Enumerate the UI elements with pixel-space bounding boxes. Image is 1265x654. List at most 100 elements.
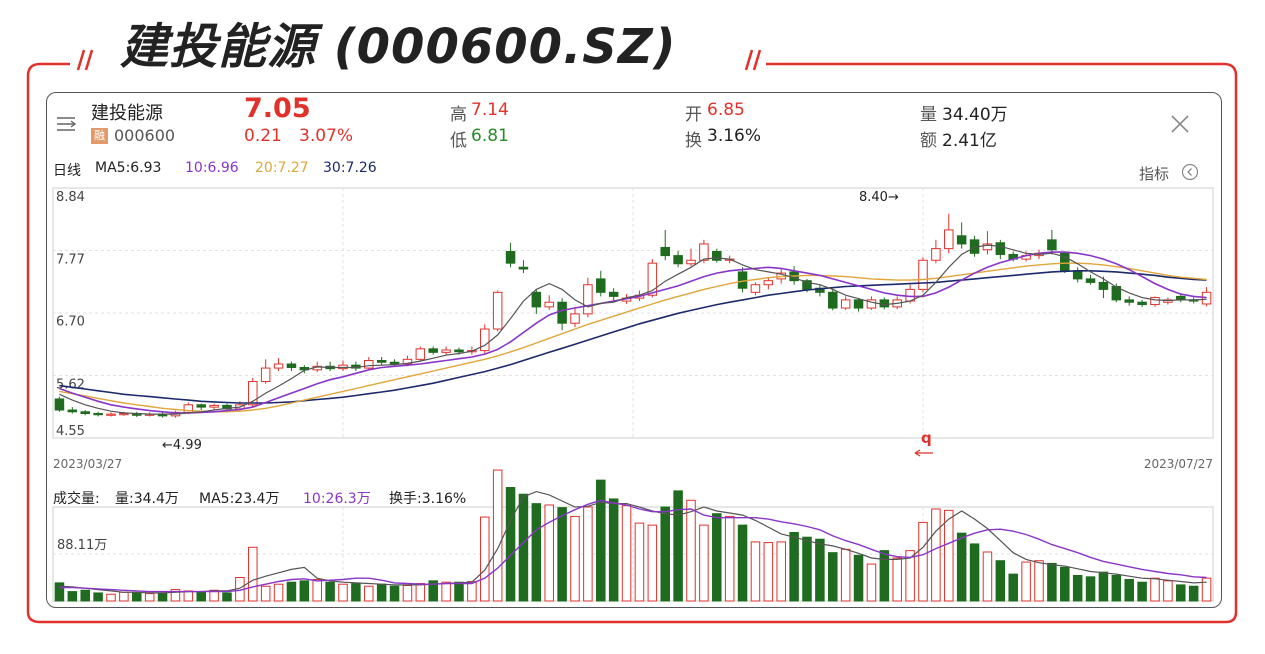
margin-badge: 融 [91, 128, 108, 144]
volume-bar [1034, 560, 1044, 602]
volume-bar [608, 498, 619, 602]
volume-bar [737, 524, 748, 602]
volume-bar [132, 592, 142, 602]
candle-body [931, 248, 941, 261]
volume-bar [144, 593, 155, 602]
stock-quote-card: 建投能源 融 000600 7.05 0.21 3.07% 高 7.14 低 6… [46, 92, 1222, 608]
volume-bar [699, 524, 709, 602]
x-start-date: 2023/03/27 [53, 457, 122, 471]
volume-bar [1124, 579, 1134, 602]
volume-bar [583, 506, 593, 602]
volume-bar [389, 585, 400, 602]
candle-body [196, 404, 206, 408]
volume-bar [982, 551, 993, 602]
volume-bar [724, 515, 735, 602]
x-end-date: 2023/07/27 [1144, 457, 1213, 471]
candle-body [93, 413, 103, 416]
ma30-line [59, 270, 1207, 404]
candle-body [995, 242, 1006, 255]
volume-bar [879, 550, 890, 602]
volume-bar [273, 583, 284, 602]
candle-body [531, 291, 542, 308]
volume-bar [492, 469, 503, 602]
ma10-readout: 10:6.96 [185, 160, 239, 176]
volume-bar [1163, 580, 1173, 602]
candle-body [209, 404, 219, 408]
candle-body [866, 299, 877, 309]
volume-bar [325, 581, 335, 602]
candle-body [80, 411, 90, 415]
candle-body [1098, 281, 1109, 290]
candle-body [1085, 278, 1096, 283]
candle-body [1150, 297, 1160, 306]
volume-bar [531, 503, 542, 602]
candle-body [570, 313, 580, 324]
open-label: 开 [685, 105, 702, 125]
candle-body [686, 259, 696, 265]
min-price-annotation: ←4.99 [162, 438, 202, 453]
ma5-line [59, 244, 1207, 415]
event-marker-arrow [914, 449, 933, 457]
candle-body [518, 266, 529, 270]
volume-bar [351, 583, 361, 602]
turnover-label: 换 [685, 131, 702, 151]
volume-title: 成交量: [53, 491, 100, 507]
turnover-value: 3.16% [707, 126, 762, 146]
volume-bar [67, 591, 78, 602]
frame-tick-left [76, 49, 94, 71]
candle-body [248, 380, 258, 406]
candle-body [608, 291, 619, 297]
volume-bar [557, 507, 567, 602]
candle-body [918, 259, 928, 290]
candle-body [1201, 291, 1212, 305]
candle-body [480, 328, 490, 352]
stock-name: 建投能源 [91, 103, 163, 124]
volume-bar [570, 515, 580, 602]
volume-bar [918, 521, 928, 602]
candle-body [364, 359, 374, 369]
volume-bar [944, 509, 954, 602]
indicator-button[interactable]: 指标 [1139, 165, 1170, 183]
candle-body [828, 291, 838, 309]
volume-bar [634, 522, 645, 602]
volume-bar [866, 563, 877, 602]
volume-bar [106, 593, 116, 602]
period-label[interactable]: 日线 [53, 163, 81, 179]
candle-body [376, 359, 387, 363]
volume-bar [660, 506, 670, 602]
price-change-pct: 3.07% [299, 126, 354, 146]
volume-bar [248, 546, 258, 602]
volume-bar [763, 542, 774, 602]
volume-readout: 量:34.4万 [115, 491, 179, 507]
last-price: 7.05 [244, 93, 311, 124]
volume-bar [647, 524, 658, 602]
volume-bar [1060, 566, 1070, 602]
volume-bar [428, 580, 438, 602]
volume-bar [789, 532, 799, 602]
volume-bar [1111, 574, 1122, 602]
volume-bar [299, 580, 310, 602]
volume-bar [931, 508, 941, 602]
volume-bar [505, 487, 516, 602]
volume-bar [712, 513, 722, 602]
candle-body [106, 413, 116, 416]
menu-lines-icon[interactable] [55, 115, 79, 133]
candle-body [853, 299, 864, 309]
candle-body [454, 349, 464, 353]
volume-turnover-readout: 换手:3.16% [389, 491, 467, 507]
candle-body [596, 278, 606, 293]
volume-bar [93, 592, 103, 602]
candlestick-volume-chart: 8.84 7.77 6.70 5.62 4.55 8.40→ ←4.99 q 2023/03/2… [52, 187, 1214, 602]
candle-body [119, 413, 129, 416]
candle-body [750, 284, 761, 293]
close-icon[interactable] [1169, 113, 1191, 135]
volume-bar [170, 589, 181, 602]
volume-bar [750, 541, 761, 602]
volume-bar [80, 589, 90, 602]
volume-ma5-line [59, 490, 1207, 594]
volume-bar [776, 541, 786, 602]
chevron-left-circle-icon[interactable] [1181, 163, 1199, 181]
volume-ma10-line [59, 499, 1207, 593]
candle-body [583, 284, 593, 315]
y-tick-label: 8.84 [56, 190, 85, 205]
